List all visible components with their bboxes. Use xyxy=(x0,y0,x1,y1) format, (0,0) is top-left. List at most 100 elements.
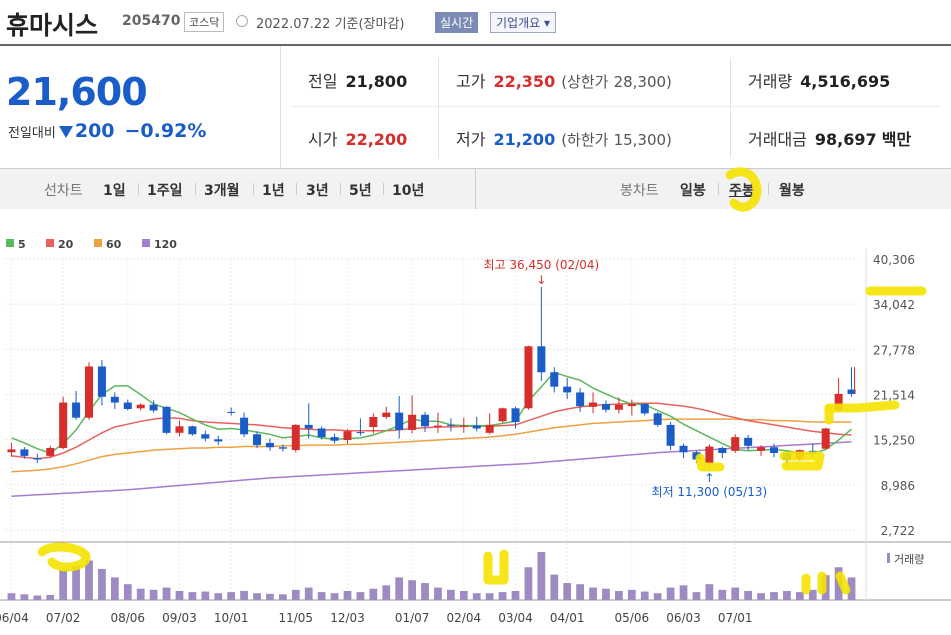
highlight-mark xyxy=(779,451,825,471)
candle-body xyxy=(640,403,649,414)
legend-label: 5 xyxy=(18,238,26,251)
legend-swatch xyxy=(142,239,150,247)
tab-5-years[interactable]: 5년 xyxy=(349,183,372,199)
candle-body xyxy=(731,437,740,451)
quote-date: 2022.07.22 기준(장마감) xyxy=(256,17,405,32)
candle-body xyxy=(563,386,572,393)
tab-3-years[interactable]: 3년 xyxy=(306,183,329,199)
volume-bar xyxy=(343,590,352,600)
volume-bar xyxy=(731,587,740,600)
tab-10-years[interactable]: 10년 xyxy=(392,183,425,199)
prev-close: 전일 21,800 xyxy=(308,68,407,92)
volume-bar xyxy=(33,595,42,600)
tab-1-week[interactable]: 1주일 xyxy=(147,183,183,199)
volume-bar xyxy=(718,589,727,600)
candle-body xyxy=(304,424,313,429)
candle-body xyxy=(33,458,42,460)
volume-bar xyxy=(408,580,416,600)
x-tick-label: 12/03 xyxy=(330,611,365,625)
line-chart-label: 선차트 xyxy=(44,183,83,199)
candle-body xyxy=(85,366,94,418)
highlight-mark xyxy=(725,167,762,212)
candle-body xyxy=(472,425,481,429)
candle-body xyxy=(421,414,430,427)
divider xyxy=(768,183,769,195)
day-low: 저가 21,200 (하한가 15,300) xyxy=(456,126,672,150)
open-price: 시가 22,200 xyxy=(308,126,407,150)
candle-body xyxy=(20,449,29,456)
divider xyxy=(253,183,254,195)
open-label: 시가 xyxy=(308,130,338,149)
tab-daily-candle[interactable]: 일봉 xyxy=(680,183,706,199)
highlight-mark xyxy=(37,542,91,572)
tab-monthly-candle[interactable]: 월봉 xyxy=(779,183,805,199)
volume-bar xyxy=(550,574,559,600)
highlight-mark xyxy=(695,453,725,472)
current-price: 21,600 xyxy=(6,70,148,114)
volume-bar xyxy=(85,560,93,600)
candle-body xyxy=(627,403,636,407)
change-percent: −0.92% xyxy=(124,120,207,142)
y-tick-label: 34,042 xyxy=(873,298,915,312)
x-tick-label: 06/04 xyxy=(0,611,29,625)
candle-body xyxy=(408,414,417,430)
candle-body xyxy=(498,408,507,422)
y-tick-label: 27,778 xyxy=(873,343,915,357)
ma20-line xyxy=(11,402,852,460)
volume-bar xyxy=(653,593,662,600)
day-high-label: 고가 xyxy=(456,72,486,91)
volume-bar xyxy=(679,585,688,600)
highlight-mark xyxy=(801,571,851,595)
divider xyxy=(730,58,731,158)
x-tick-label: 02/04 xyxy=(447,611,482,625)
candle-body xyxy=(446,424,455,426)
candle-body xyxy=(705,446,714,464)
candle-body xyxy=(757,447,766,451)
volume-bar xyxy=(369,588,378,600)
low-arrow: ↑ xyxy=(704,471,714,485)
low-annotation: 최저 11,300 (05/13) xyxy=(652,485,768,499)
volume-label: 거래량 xyxy=(748,72,793,91)
market-badge: 코스닥 xyxy=(184,12,225,32)
volume-bar xyxy=(459,590,468,600)
divider xyxy=(340,183,341,195)
volume-bar xyxy=(98,568,106,600)
company-overview-dropdown[interactable]: 기업개요 ▾ xyxy=(490,12,556,33)
candle-body xyxy=(72,402,81,418)
tab-weekly-candle[interactable]: 주봉 xyxy=(729,183,755,199)
volume-bar xyxy=(7,593,16,600)
candle-body xyxy=(110,396,119,403)
candle-body xyxy=(666,424,675,446)
candle-body xyxy=(253,434,262,446)
realtime-button[interactable]: 실시간 xyxy=(435,12,479,33)
volume-bar xyxy=(291,589,300,600)
chart-area xyxy=(0,209,951,635)
volume-bar xyxy=(589,587,597,600)
day-low-value: 21,200 xyxy=(493,130,556,149)
x-tick-label: 10/01 xyxy=(214,611,249,625)
candle-body xyxy=(847,389,856,394)
clock-icon xyxy=(236,15,248,27)
volume-bar xyxy=(136,588,145,600)
highlight-mark xyxy=(824,400,900,413)
day-low-label: 저가 xyxy=(456,130,486,149)
candle-body xyxy=(188,426,197,435)
day-high-value: 22,350 xyxy=(493,72,556,91)
stock-code: 205470 xyxy=(122,13,181,29)
volume-bar xyxy=(266,593,274,600)
candle-body xyxy=(601,403,610,410)
candle-body xyxy=(201,434,210,439)
volume-bar xyxy=(240,590,248,600)
trade-amount-label: 거래대금 xyxy=(748,130,807,149)
tab-1-day[interactable]: 1일 xyxy=(103,183,126,199)
candle-body xyxy=(136,404,145,409)
legend-label: 60 xyxy=(106,238,122,251)
tab-3-months[interactable]: 3개월 xyxy=(204,183,240,199)
volume-bar xyxy=(59,568,68,600)
tab-1-year[interactable]: 1년 xyxy=(262,183,285,199)
volume-bar xyxy=(485,593,494,600)
volume-bar xyxy=(201,591,210,600)
volume-bar xyxy=(511,590,520,600)
candle-body xyxy=(175,426,184,433)
